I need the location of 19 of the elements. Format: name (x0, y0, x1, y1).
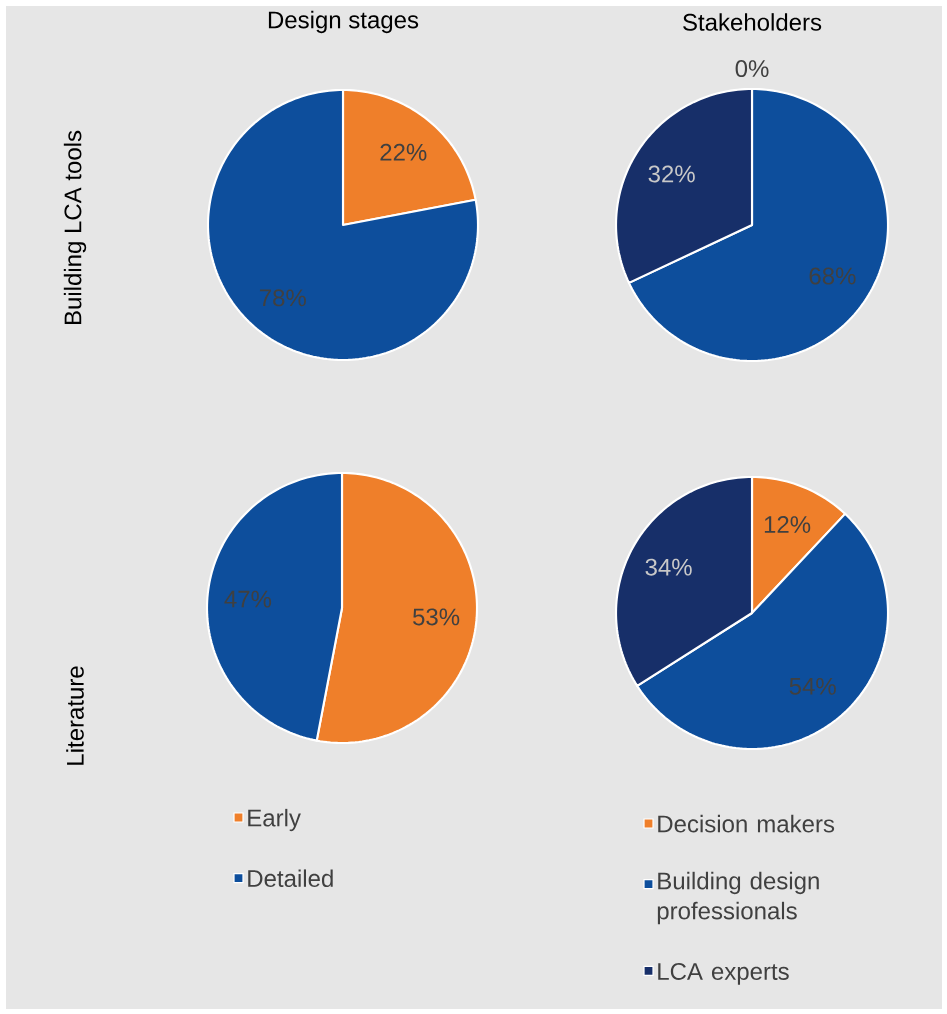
data-label: 68% (809, 267, 856, 285)
text: Literature (66, 666, 84, 765)
data-label: 12% (764, 516, 811, 533)
legend-label: Decision makers (658, 814, 835, 833)
data-label: 53% (413, 608, 460, 626)
data-label: 78% (259, 289, 306, 307)
legend-label: LCA experts (658, 962, 789, 985)
legend-label: Building design professionals (657, 871, 819, 925)
data-label: 54% (789, 677, 836, 695)
legend-label: Early (248, 808, 301, 832)
data-label: 47% (224, 590, 272, 608)
chart-title: Design stages (268, 10, 419, 34)
data-label: 32% (648, 165, 695, 183)
data-label: 34% (645, 558, 692, 576)
legend-label: Detailed (248, 869, 333, 888)
data-label: 22% (380, 143, 427, 161)
text: Building LCA tools (63, 130, 87, 325)
text: 0% (735, 60, 769, 78)
chart-title: Stakeholders (683, 13, 822, 31)
